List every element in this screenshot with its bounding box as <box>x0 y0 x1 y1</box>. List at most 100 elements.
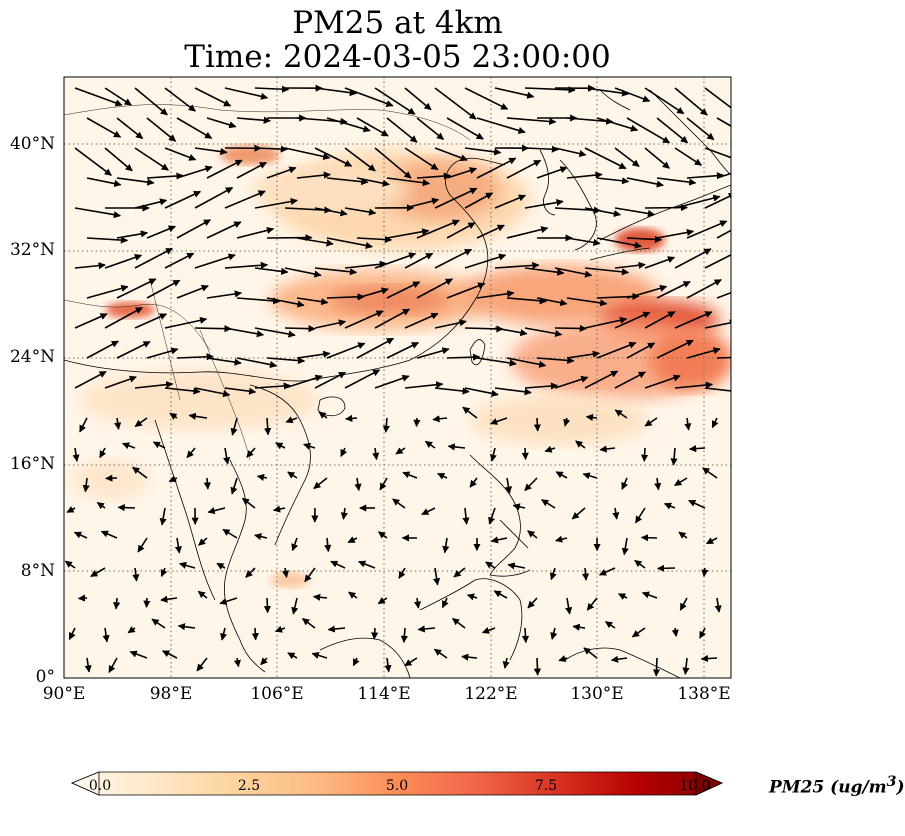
wind-arrow <box>434 187 478 209</box>
wind-arrow <box>223 447 231 465</box>
wind-arrow <box>104 87 132 106</box>
wind-arrow <box>127 626 136 634</box>
wind-arrow <box>555 471 568 479</box>
wind-arrow <box>114 417 122 430</box>
wind-arrow <box>196 657 208 672</box>
wind-arrow <box>74 313 108 329</box>
wind-arrow <box>285 416 298 424</box>
wind-arrow <box>220 627 228 641</box>
wind-arrow <box>274 625 286 633</box>
wind-arrow <box>284 374 323 389</box>
wind-arrow <box>197 590 208 599</box>
wind-arrow <box>206 221 242 239</box>
lat-label-0: 0° <box>35 667 55 687</box>
wind-arrow <box>566 350 601 359</box>
wind-arrow <box>79 417 88 433</box>
wind-arrow <box>469 477 478 488</box>
wind-arrow <box>554 324 587 333</box>
wind-arrow <box>566 237 601 246</box>
wind-arrow <box>77 594 88 602</box>
wind-arrow <box>311 651 328 659</box>
wind-arrow <box>640 447 649 462</box>
wind-arrow <box>442 537 450 554</box>
wind-arrow <box>224 327 265 338</box>
wind-arrow <box>264 417 272 436</box>
wind-arrow <box>674 194 721 209</box>
wind-arrow <box>644 87 685 115</box>
wind-arrow <box>533 417 541 432</box>
wind-arrow <box>446 282 486 299</box>
wind-arrow <box>117 503 136 512</box>
wind-arrow <box>583 647 598 659</box>
wind-arrow <box>314 207 348 217</box>
wind-arrow <box>222 528 238 539</box>
wind-arrow <box>164 87 196 112</box>
wind-arrow <box>682 657 690 675</box>
wind-arrow <box>384 657 392 673</box>
wind-arrow <box>324 537 332 553</box>
wind-arrow <box>453 567 466 578</box>
wind-arrow <box>702 467 718 479</box>
colorbar-tick-2-5: 2.5 <box>237 778 261 794</box>
wind-arrow <box>605 620 616 629</box>
wind-arrow <box>198 537 208 546</box>
wind-arrow <box>584 87 630 97</box>
wind-arrow <box>416 219 460 239</box>
wind-arrow <box>610 655 628 663</box>
lon-label-98e: 98°E <box>149 684 193 704</box>
wind-arrow <box>254 198 298 209</box>
wind-arrow <box>688 499 706 509</box>
wind-arrow <box>674 147 703 166</box>
wind-arrow <box>502 657 510 669</box>
wind-arrow <box>395 447 406 455</box>
wind-arrow <box>654 477 662 491</box>
wind-arrow <box>554 375 589 389</box>
wind-arrow <box>704 193 731 209</box>
wind-arrow <box>656 280 691 299</box>
wind-arrow <box>241 497 256 509</box>
wind-arrow <box>701 567 709 577</box>
wind-arrow <box>524 86 576 94</box>
wind-arrow <box>86 340 119 359</box>
wind-arrow <box>476 157 517 179</box>
wind-arrow <box>254 382 291 390</box>
wind-arrow <box>347 536 358 544</box>
lat-label-32n: 32°N <box>9 240 55 260</box>
wind-arrow <box>563 417 571 427</box>
wind-arrow <box>236 297 281 305</box>
wind-arrow <box>512 503 526 511</box>
wind-arrow <box>314 87 358 97</box>
colorbar-tick-7-5: 7.5 <box>534 778 558 794</box>
wind-arrow <box>586 597 598 611</box>
wind-arrow <box>378 531 388 539</box>
wind-arrow <box>524 477 538 492</box>
wind-arrow <box>327 625 346 633</box>
borders <box>64 104 471 461</box>
wind-arrow <box>614 409 628 419</box>
wind-arrow <box>596 237 643 249</box>
wind-arrow <box>377 597 388 605</box>
wind-arrow <box>686 172 725 180</box>
wind-arrow <box>476 357 517 367</box>
wind-arrow <box>566 297 608 307</box>
wind-arrow <box>344 147 376 172</box>
wind-arrow <box>164 147 197 161</box>
wind-arrow <box>206 159 243 179</box>
wind-arrow <box>494 87 535 99</box>
wind-arrow <box>716 291 731 299</box>
wind-arrow <box>134 417 148 428</box>
wind-arrow <box>571 507 586 520</box>
wind-arrow <box>524 145 560 153</box>
wind-arrow <box>146 279 181 299</box>
wind-arrow <box>536 356 575 364</box>
wind-arrow <box>504 477 513 494</box>
wind-arrow <box>416 172 452 180</box>
wind-arrow <box>614 261 646 269</box>
wind-arrow <box>404 87 432 111</box>
wind-arrow <box>704 319 731 329</box>
wind-arrow <box>554 147 587 158</box>
wind-arrow <box>176 165 213 179</box>
wind-arrow <box>674 477 688 487</box>
wind-arrow <box>402 471 418 479</box>
